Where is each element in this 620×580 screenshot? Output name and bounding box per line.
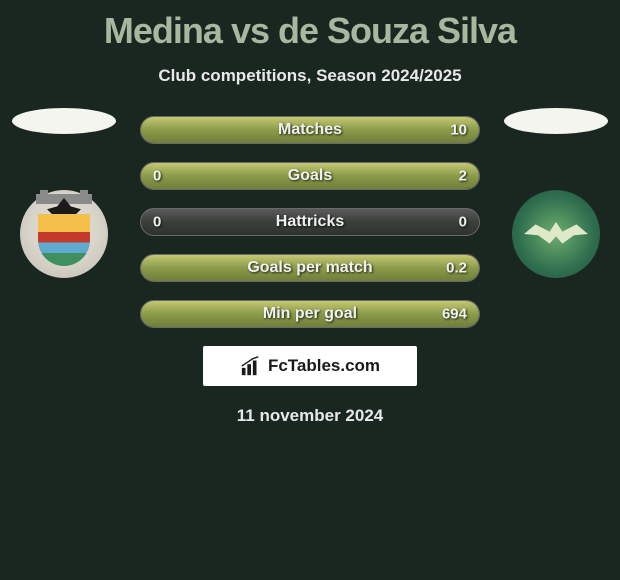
stat-row: Goals per match 0.2 — [140, 254, 480, 282]
page-title: Medina vs de Souza Silva — [0, 0, 620, 52]
badge-shield-icon — [38, 214, 90, 266]
stat-value-right: 2 — [459, 168, 467, 185]
stat-label: Goals per match — [247, 259, 372, 277]
stat-label: Matches — [278, 121, 342, 139]
footer-date: 11 november 2024 — [0, 406, 620, 426]
club-badge-right — [512, 190, 600, 278]
branding-badge: FcTables.com — [203, 346, 417, 386]
stat-row: 0 Hattricks 0 — [140, 208, 480, 236]
stat-label: Min per goal — [263, 305, 357, 323]
stat-value-left: 0 — [153, 168, 161, 185]
stat-value-left: 0 — [153, 214, 161, 231]
stat-row: Matches 10 — [140, 116, 480, 144]
branding-text: FcTables.com — [268, 356, 380, 376]
player-left-avatar — [12, 108, 116, 134]
stat-label: Goals — [288, 167, 332, 185]
stat-label: Hattricks — [276, 213, 344, 231]
bar-chart-icon — [240, 355, 262, 377]
stats-container: Matches 10 0 Goals 2 0 Hattricks 0 Goals per mat… — [140, 116, 480, 328]
stat-value-right: 694 — [442, 306, 467, 323]
stat-row: Min per goal 694 — [140, 300, 480, 328]
badge-bird-icon — [524, 222, 588, 246]
club-badge-left — [20, 190, 108, 278]
player-left-column — [12, 108, 116, 278]
stat-value-right: 0 — [459, 214, 467, 231]
subtitle: Club competitions, Season 2024/2025 — [0, 66, 620, 86]
stat-row: 0 Goals 2 — [140, 162, 480, 190]
player-right-avatar — [504, 108, 608, 134]
stat-value-right: 10 — [450, 122, 467, 139]
comparison-area: Matches 10 0 Goals 2 0 Hattricks 0 Goals per mat… — [0, 116, 620, 426]
player-right-column — [504, 108, 608, 278]
stat-value-right: 0.2 — [446, 260, 467, 277]
